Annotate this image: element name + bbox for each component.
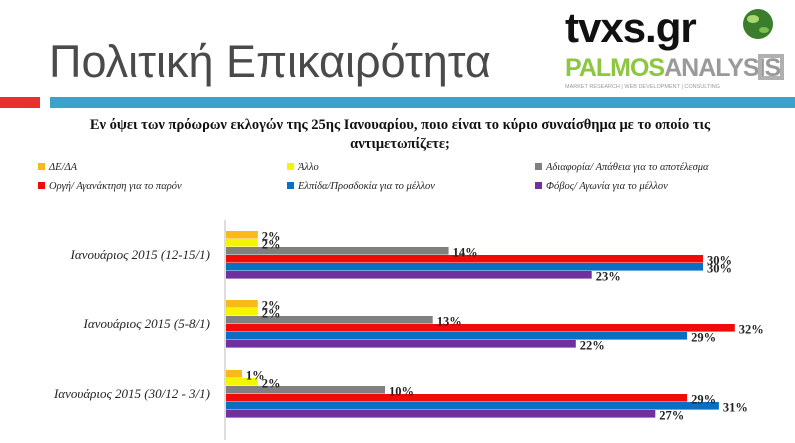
- bar: [226, 271, 592, 279]
- legend-label: ΔΕ/ΔΑ: [48, 162, 78, 173]
- value-label: 29%: [691, 393, 716, 407]
- value-label: 29%: [691, 331, 716, 345]
- value-label: 31%: [723, 401, 748, 415]
- legend-swatch: [535, 163, 542, 170]
- legend-swatch: [287, 182, 294, 189]
- bar: [226, 378, 258, 386]
- value-label: 27%: [659, 409, 684, 423]
- bar: [226, 410, 656, 418]
- legend-label: Φόβος/ Αγωνία για το μέλλον: [546, 181, 668, 192]
- category-label: Ιανουάριος 2015 (12-15/1): [70, 247, 210, 262]
- value-label: 13%: [437, 315, 462, 329]
- bar: [226, 324, 735, 332]
- tvxs-logo-text: tvxs.gr: [565, 4, 696, 51]
- bar: [226, 308, 258, 316]
- value-label: 30%: [707, 262, 732, 276]
- value-label: 14%: [453, 246, 478, 260]
- value-label: 2%: [262, 299, 281, 313]
- value-label: 2%: [262, 307, 281, 321]
- brand-main-text: PALMOS: [565, 54, 664, 82]
- legend-label: Οργή/ Αγανάκτηση για το παρόν: [49, 181, 182, 192]
- bar: [226, 386, 385, 394]
- category-labels: Ιανουάριος 2015 (12-15/1) Ιανουάριος 2015…: [53, 247, 210, 401]
- bar: [226, 231, 258, 239]
- value-label: 23%: [596, 270, 621, 284]
- value-label: 1%: [246, 369, 265, 383]
- legend-swatch: [38, 163, 45, 170]
- bar: [226, 300, 258, 308]
- legend-swatch: [287, 163, 294, 170]
- value-label: 2%: [262, 377, 281, 391]
- value-label: 32%: [739, 323, 764, 337]
- value-label: 2%: [262, 230, 281, 244]
- logo: tvxs.gr PALMOSANALYSIS MARKET RESEARCH |…: [565, 4, 784, 90]
- bar: [226, 255, 703, 263]
- value-label: 22%: [580, 339, 605, 353]
- header-accent-blue: [50, 97, 795, 108]
- bar: [226, 332, 688, 340]
- brand-square-icon: [758, 54, 784, 80]
- value-label: 30%: [707, 254, 732, 268]
- chart-title: Εν όψει των πρόωρων εκλογών της 25ης Ιαν…: [89, 117, 711, 152]
- bar: [226, 394, 688, 402]
- category-label: Ιανουάριος 2015 (30/12 - 3/1): [53, 386, 210, 401]
- category-label: Ιανουάριος 2015 (5-8/1): [83, 316, 210, 331]
- value-label: 10%: [389, 385, 414, 399]
- bar: [226, 247, 449, 255]
- legend-swatch: [38, 182, 45, 189]
- bar: [226, 370, 242, 378]
- header-accent-red: [0, 97, 40, 108]
- bar: [226, 316, 433, 324]
- bar: [226, 239, 258, 247]
- globe-icon: [743, 9, 773, 39]
- bars: [226, 231, 735, 418]
- legend-label: Ελπίδα/Προσδοκία για το μέλλον: [297, 181, 435, 192]
- legend-label: Αδιαφορία/ Απάθεια για το αποτέλεσμα: [545, 162, 709, 173]
- value-label: 2%: [262, 238, 281, 252]
- brand-tagline: MARKET RESEARCH | WEB DEVELOPMENT | CONS…: [565, 84, 720, 90]
- legend: ΔΕ/ΔΑ Άλλο Αδιαφορία/ Απάθεια για το αποτέ…: [38, 162, 709, 192]
- bar: [226, 263, 703, 271]
- value-labels: 2%2%14%30%30%23%2%2%13%32%29%22%1%2%10%2…: [246, 230, 764, 423]
- bar: [226, 402, 719, 410]
- page-title: Πολιτική Επικαιρότητα: [49, 36, 491, 87]
- legend-label: Άλλο: [297, 162, 319, 173]
- legend-swatch: [535, 182, 542, 189]
- bar: [226, 340, 576, 348]
